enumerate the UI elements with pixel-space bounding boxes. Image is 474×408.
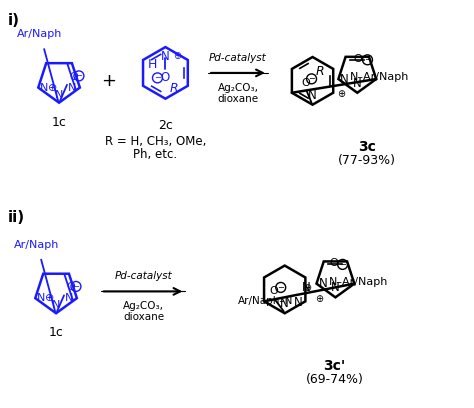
- Text: R: R: [316, 65, 324, 78]
- Text: Pd-catalyst: Pd-catalyst: [209, 53, 267, 63]
- Text: ⊕: ⊕: [173, 51, 182, 61]
- Text: N: N: [353, 77, 362, 90]
- Text: ⊕: ⊕: [303, 284, 311, 293]
- Text: N: N: [308, 89, 317, 102]
- Text: O: O: [330, 258, 338, 268]
- Text: i): i): [8, 13, 19, 28]
- Text: −: −: [339, 260, 346, 269]
- Text: dioxane: dioxane: [218, 94, 258, 104]
- Text: 3c: 3c: [358, 140, 376, 155]
- Text: Ar/Naph: Ar/Naph: [13, 239, 59, 250]
- Text: Ph, etc.: Ph, etc.: [133, 149, 178, 162]
- Text: N: N: [280, 297, 289, 310]
- Text: ⊕: ⊕: [48, 82, 57, 93]
- Text: Ag₂CO₃,: Ag₂CO₃,: [218, 83, 258, 93]
- Text: N–Ar/Naph: N–Ar/Naph: [350, 72, 410, 82]
- Text: +: +: [101, 72, 116, 90]
- Text: N: N: [340, 73, 349, 86]
- Text: R = H, CH₃, OMe,: R = H, CH₃, OMe,: [105, 135, 206, 149]
- Text: ⊕: ⊕: [45, 293, 55, 303]
- Text: O: O: [301, 78, 310, 88]
- Text: (69-74%): (69-74%): [305, 373, 364, 386]
- Text: N: N: [52, 300, 60, 310]
- Text: ⊕: ⊕: [315, 294, 324, 304]
- Text: O: O: [354, 54, 362, 64]
- Text: N: N: [161, 50, 170, 63]
- Text: N–Ar/Naph: N–Ar/Naph: [328, 277, 388, 287]
- Text: dioxane: dioxane: [123, 312, 164, 322]
- Text: 1c: 1c: [49, 326, 64, 339]
- Text: (77-93%): (77-93%): [338, 154, 396, 167]
- Text: N: N: [40, 82, 49, 93]
- Text: −: −: [364, 55, 371, 64]
- Text: Ag₂CO₃,: Ag₂CO₃,: [123, 302, 164, 311]
- Text: ⊕: ⊕: [337, 89, 346, 99]
- Text: −: −: [308, 74, 315, 83]
- Text: −: −: [154, 73, 161, 82]
- Text: H: H: [148, 58, 157, 71]
- Text: N: N: [331, 282, 340, 295]
- Text: N: N: [37, 293, 46, 303]
- Text: −: −: [73, 282, 80, 291]
- Text: O: O: [66, 282, 75, 293]
- Text: N: N: [67, 82, 76, 93]
- Text: Ar/Naph: Ar/Naph: [17, 29, 62, 39]
- Text: N: N: [302, 282, 311, 295]
- Text: N: N: [294, 296, 302, 309]
- Text: O: O: [269, 286, 278, 296]
- Text: O: O: [69, 72, 78, 82]
- Text: N: N: [64, 293, 73, 303]
- Text: N: N: [319, 277, 327, 290]
- Text: Pd-catalyst: Pd-catalyst: [115, 271, 173, 282]
- Text: 1c: 1c: [52, 115, 66, 129]
- Text: −: −: [277, 283, 284, 292]
- Text: 2c: 2c: [158, 119, 173, 132]
- Text: N: N: [55, 90, 63, 100]
- Text: 3c': 3c': [323, 359, 346, 373]
- Text: Ar/Naph–N: Ar/Naph–N: [238, 296, 293, 306]
- Text: R: R: [169, 82, 178, 95]
- Text: ii): ii): [8, 210, 25, 225]
- Text: −: −: [75, 71, 82, 80]
- Text: O: O: [161, 71, 170, 84]
